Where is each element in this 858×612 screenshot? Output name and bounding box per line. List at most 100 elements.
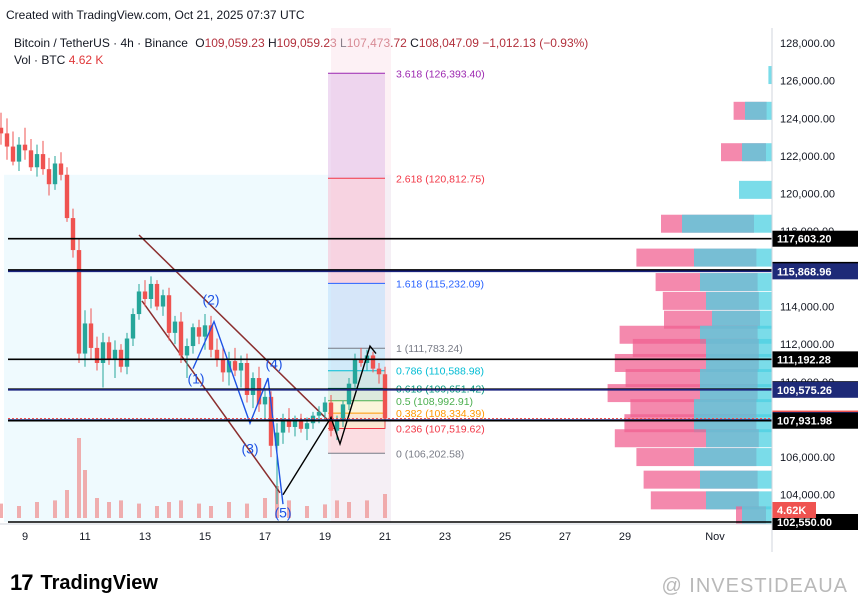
x-tick-label: 11 (79, 531, 90, 543)
candle-body (166, 295, 172, 333)
candle-body (40, 154, 46, 170)
volume-profile-bar-up (700, 273, 772, 292)
fib-level-label: 0.382 (108,334.39) (396, 408, 485, 420)
fib-band (328, 283, 385, 349)
candle-body (16, 144, 22, 162)
candle-body (124, 338, 130, 367)
candle-body (76, 250, 82, 354)
volume-axis-tag-label: 4.62K (777, 505, 806, 517)
wave-label: (3) (241, 440, 258, 456)
volume-profile-bar-up (706, 291, 772, 310)
volume-bar (0, 503, 3, 518)
fib-level-label: 0.5 (108,992.91) (396, 396, 473, 408)
y-tick-label: 106,000.00 (780, 452, 835, 464)
candle-body (274, 432, 280, 446)
candle-body (280, 419, 286, 433)
candle-body (0, 127, 4, 134)
volume-profile-bar-up (768, 66, 772, 85)
candle-body (100, 342, 106, 363)
candle-body (202, 325, 208, 337)
candle-body (256, 378, 262, 405)
tradingview-brand: 17 TradingView (10, 570, 158, 596)
fib-band (328, 178, 385, 284)
change-value: −1,012.13 (−0.93%) (482, 36, 589, 50)
open-value: 109,059.23 (204, 36, 265, 50)
x-tick-label: Nov (705, 531, 725, 543)
brand-name: TradingView (40, 571, 158, 594)
candle-body (58, 163, 64, 175)
volume-bar (95, 498, 99, 518)
candle-body (178, 321, 184, 356)
candle-body (250, 378, 256, 395)
candle-body (22, 144, 28, 151)
y-tick-label: 112,000.00 (780, 339, 834, 351)
y-tick-label: 126,000.00 (780, 76, 835, 88)
candle-body (88, 323, 94, 348)
candle-body (232, 361, 238, 371)
volume-bar (383, 494, 387, 518)
candle-body (286, 419, 292, 427)
volume-bar (155, 506, 159, 518)
candle-body (10, 146, 16, 162)
volume-bar (305, 506, 309, 518)
volume-profile-bar-up (694, 399, 772, 418)
price-axis-tag-label: 102,550.00 (777, 517, 832, 529)
shaded-zone-left (4, 174, 391, 522)
volume-bar (365, 500, 369, 518)
y-tick-label: 122,000.00 (780, 151, 835, 163)
impulse-path (282, 344, 377, 496)
candle-body (4, 133, 10, 147)
candle-body (106, 342, 112, 360)
open-key: O (195, 36, 205, 50)
candle-body (70, 218, 76, 251)
candle-body (244, 362, 250, 395)
volume-bar (137, 503, 141, 518)
volume-profile-bar-up (706, 429, 772, 448)
y-tick-label: 120,000.00 (780, 189, 835, 201)
volume-bar (323, 504, 327, 518)
volume-bar (119, 500, 123, 518)
candle-body (214, 349, 220, 360)
volume-bar (197, 503, 201, 518)
candle-body (112, 349, 118, 360)
volume-profile-bar-up (742, 506, 772, 525)
channel-upper-line (138, 234, 332, 424)
created-caption: Created with TradingView.com, Oct 21, 20… (6, 8, 305, 22)
fib-level-label: 0.786 (110,588.98) (396, 366, 484, 378)
fib-band (328, 388, 385, 401)
candle-body (292, 421, 298, 427)
y-tick-label: 124,000.00 (780, 113, 835, 125)
tradingview-logo-icon: 17 (10, 570, 34, 595)
price-axis-tag (772, 412, 858, 429)
volume-profile-bar-up (739, 180, 772, 199)
candle-body (190, 327, 196, 347)
volume-bar (179, 500, 183, 518)
wave-label: (2) (202, 292, 219, 308)
volume-bar (245, 503, 249, 518)
candle-body (154, 283, 160, 307)
volume-bar (227, 502, 231, 518)
volume-bar (83, 470, 87, 518)
candle-body (46, 169, 52, 185)
volume-bar (209, 506, 213, 518)
volume-axis-tag (772, 502, 816, 518)
price-axis-tag (772, 230, 858, 247)
fib-level-label: 1 (111,783.24) (396, 343, 463, 355)
fib-level-label: 0 (106,202.58) (396, 448, 464, 460)
x-tick-label: 13 (139, 531, 151, 543)
volume-label: Vol · BTC (14, 53, 66, 67)
fib-level-label: 1.618 (115,232.09) (396, 278, 484, 290)
close-value: 108,047.09 (418, 36, 479, 50)
price-chart[interactable]: 0 (106,202.58) 0.236 (107,519.62) 0.382 (1… (0, 28, 858, 553)
volume-bar (347, 502, 351, 518)
x-tick-label: 21 (379, 531, 391, 543)
y-tick-label: 114,000.00 (780, 302, 834, 314)
x-tick-label: 27 (559, 531, 571, 543)
candle-body (94, 347, 100, 363)
high-value: 109,059.23 (276, 36, 337, 50)
volume-bar (335, 500, 339, 518)
candle-body (316, 411, 322, 416)
volume-bar (167, 502, 171, 518)
price-axis-tag-label: 107,931.98 (777, 416, 832, 428)
volume-profile-bar-up (706, 353, 772, 372)
